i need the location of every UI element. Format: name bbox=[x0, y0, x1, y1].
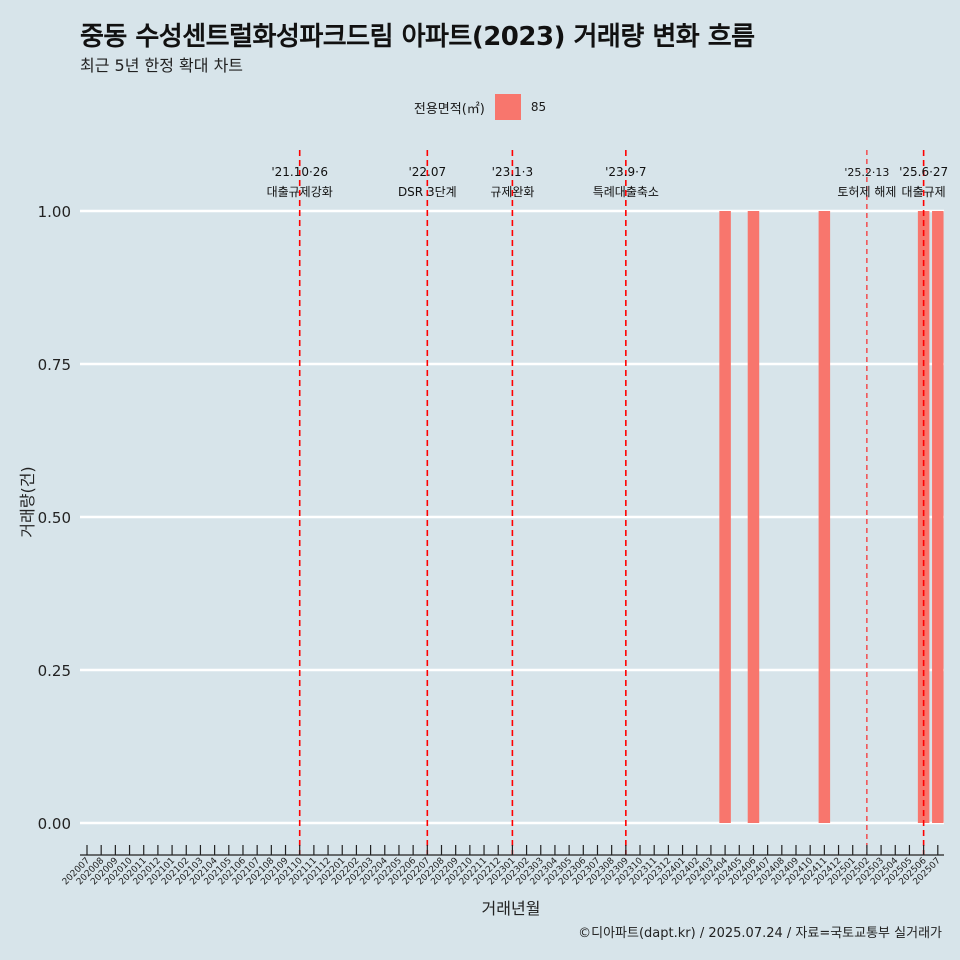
event-label: 대출규제강화 bbox=[267, 185, 333, 199]
event-date-label: '25.6·27 bbox=[899, 165, 948, 179]
event-label: 대출규제 bbox=[902, 185, 946, 199]
event-date-label: '25.2·13 bbox=[844, 166, 889, 179]
caption: ©디아파트(dapt.kr) / 2025.07.24 / 자료=국토교통부 실… bbox=[578, 926, 942, 941]
y-axis-title: 거래량(건) bbox=[18, 466, 37, 537]
bar bbox=[917, 211, 930, 823]
event-label: 규제완화 bbox=[490, 185, 534, 199]
legend-series-name: 85 bbox=[530, 100, 547, 114]
legend: 전용면적(㎡) 85 bbox=[0, 94, 960, 120]
event-label: DSR 3단계 bbox=[398, 185, 457, 199]
bar bbox=[719, 211, 731, 823]
event-date-label: '22.07 bbox=[408, 165, 446, 179]
x-axis-title: 거래년월 bbox=[482, 899, 541, 918]
event-date-label: '23.9·7 bbox=[605, 165, 646, 179]
y-tick-label: 0.00 bbox=[38, 815, 71, 833]
bar bbox=[818, 211, 831, 823]
bar bbox=[747, 211, 760, 823]
y-tick-label: 0.50 bbox=[38, 509, 71, 527]
y-tick-label: 1.00 bbox=[38, 203, 71, 221]
event-label: 토허제 해제 bbox=[837, 185, 896, 199]
bar bbox=[932, 211, 944, 823]
y-tick-label: 0.25 bbox=[38, 662, 71, 680]
event-label: 특례대출축소 bbox=[593, 185, 659, 199]
event-date-label: '23.1·3 bbox=[492, 165, 533, 179]
legend-swatch bbox=[494, 94, 521, 120]
legend-title: 전용면적(㎡) bbox=[413, 101, 485, 117]
chart-subtitle: 최근 5년 한정 확대 차트 bbox=[80, 56, 244, 75]
y-tick-label: 0.75 bbox=[38, 356, 71, 374]
chart-title: 중동 수성센트럴화성파크드림 아파트(2023) 거래량 변화 흐름 bbox=[80, 22, 755, 52]
event-date-label: '21.10·26 bbox=[271, 165, 328, 179]
